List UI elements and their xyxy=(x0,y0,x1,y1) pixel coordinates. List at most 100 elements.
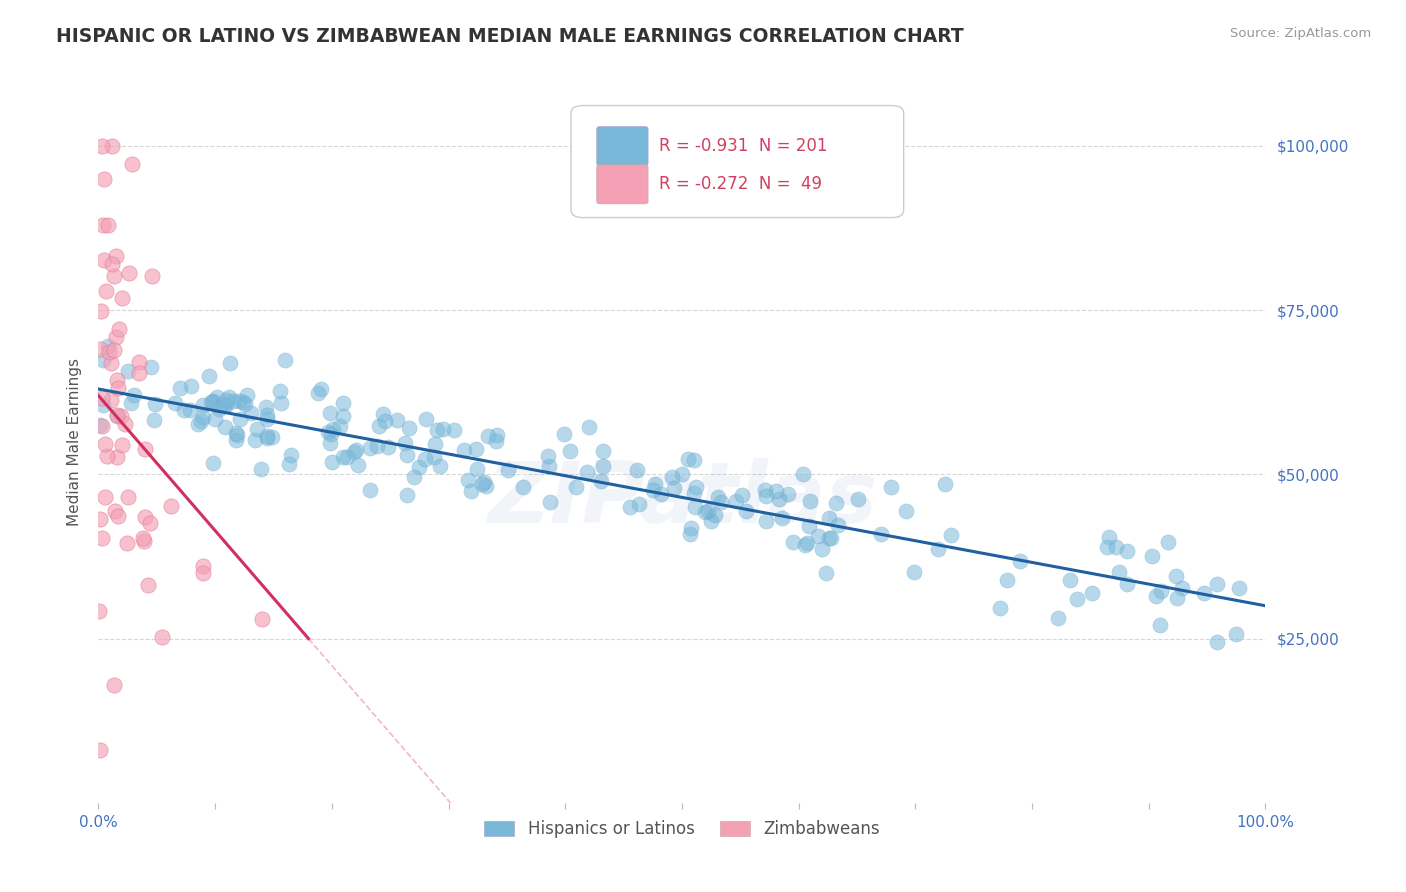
Point xyxy=(374,414,396,428)
Point xyxy=(319,406,342,420)
Point xyxy=(475,479,498,493)
Point xyxy=(755,514,778,528)
Point xyxy=(90,139,112,153)
Point xyxy=(240,405,263,419)
Point xyxy=(799,494,821,508)
Point xyxy=(700,514,723,528)
Point xyxy=(270,396,292,410)
Point xyxy=(142,413,165,427)
Point xyxy=(218,356,240,370)
Point xyxy=(1171,581,1194,595)
Point xyxy=(180,379,202,393)
Point xyxy=(89,743,111,757)
Point xyxy=(818,532,841,546)
Point xyxy=(103,343,125,357)
Point xyxy=(254,400,277,414)
Point xyxy=(1116,577,1139,591)
Text: R = -0.931  N = 201: R = -0.931 N = 201 xyxy=(658,137,827,155)
Point xyxy=(94,437,117,451)
Point xyxy=(846,492,869,507)
Point xyxy=(676,451,699,466)
Point xyxy=(228,393,250,408)
Point xyxy=(770,511,793,525)
Point xyxy=(765,484,787,499)
Point xyxy=(641,483,664,498)
Point xyxy=(1192,585,1215,599)
Point xyxy=(413,452,436,467)
Point xyxy=(710,495,733,509)
Point xyxy=(824,496,846,510)
Text: R = -0.272  N =  49: R = -0.272 N = 49 xyxy=(658,176,821,194)
Point xyxy=(870,527,893,541)
Point xyxy=(105,373,128,387)
Point xyxy=(91,392,114,406)
Point xyxy=(415,412,437,426)
Point xyxy=(366,439,388,453)
Point xyxy=(1225,627,1247,641)
Point xyxy=(367,419,389,434)
Point xyxy=(222,393,245,408)
Point xyxy=(136,578,159,592)
Point xyxy=(243,433,266,447)
Point xyxy=(575,465,598,479)
Point xyxy=(256,409,278,423)
Point xyxy=(229,412,252,426)
Point xyxy=(191,559,214,574)
Point xyxy=(988,600,1011,615)
Point xyxy=(799,519,821,533)
Point xyxy=(402,470,425,484)
Point xyxy=(1206,576,1229,591)
Point xyxy=(128,366,150,380)
Point xyxy=(395,488,418,502)
FancyBboxPatch shape xyxy=(596,127,648,166)
Point xyxy=(359,483,381,498)
Point xyxy=(329,418,352,433)
Point xyxy=(91,218,114,232)
Point xyxy=(93,171,115,186)
Point xyxy=(537,449,560,463)
Point xyxy=(398,421,420,435)
Point xyxy=(103,678,125,692)
Point xyxy=(117,364,139,378)
Point xyxy=(1098,530,1121,544)
Point xyxy=(423,437,446,451)
Text: ZIPatlas: ZIPatlas xyxy=(486,458,877,541)
Point xyxy=(89,342,111,356)
Point xyxy=(211,397,233,411)
Point xyxy=(91,398,114,412)
Point xyxy=(173,402,195,417)
Point xyxy=(724,494,747,508)
Point xyxy=(512,480,534,494)
Y-axis label: Median Male Earnings: Median Male Earnings xyxy=(66,358,82,525)
Point xyxy=(91,353,114,368)
Point xyxy=(256,412,278,426)
Point xyxy=(792,467,814,481)
Point xyxy=(650,487,672,501)
Point xyxy=(215,393,238,408)
Point xyxy=(231,395,253,409)
Point xyxy=(201,394,224,409)
Point xyxy=(87,604,110,618)
Point xyxy=(560,444,582,458)
Point xyxy=(1059,573,1081,587)
Point xyxy=(212,400,235,414)
Point xyxy=(896,503,918,517)
Point xyxy=(322,422,344,436)
Point xyxy=(104,504,127,518)
Point xyxy=(134,534,156,549)
Point xyxy=(1105,540,1128,554)
Point xyxy=(807,529,830,543)
Point xyxy=(477,429,499,443)
Point xyxy=(1108,566,1130,580)
Point xyxy=(626,463,648,477)
Point xyxy=(681,521,703,535)
Point xyxy=(538,458,561,473)
Point xyxy=(118,266,141,280)
Point xyxy=(664,481,686,495)
Point xyxy=(371,407,394,421)
Point xyxy=(100,392,122,407)
Point xyxy=(578,420,600,434)
Point xyxy=(359,441,381,455)
Point xyxy=(423,450,446,464)
Point xyxy=(471,477,494,491)
